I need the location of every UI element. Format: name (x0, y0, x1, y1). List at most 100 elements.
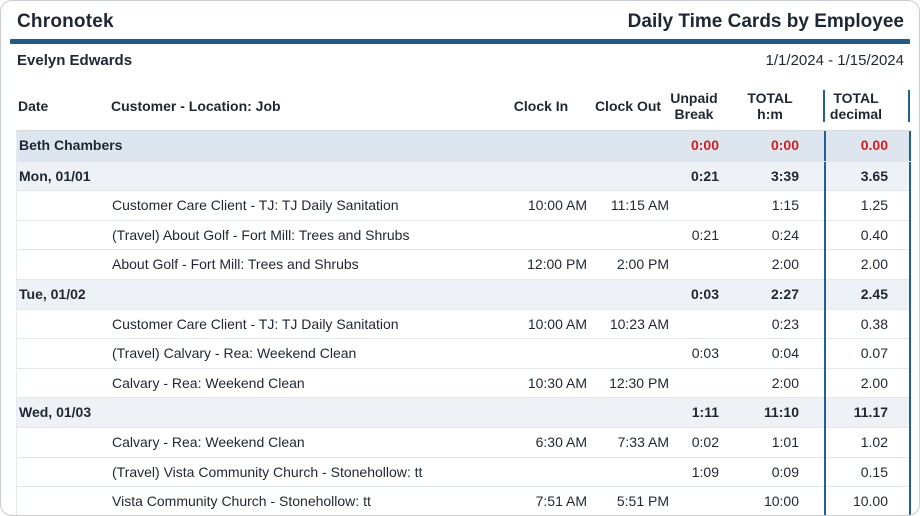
cell-total-decimal: 2.00 (824, 368, 911, 399)
cell-clock-in: 12:00 PM (527, 256, 587, 273)
column-header-clock-in: Clock In (513, 97, 569, 114)
cell-customer-location-job: Vista Community Church - Stonehollow: tt (112, 493, 371, 510)
cell-total-decimal: 0.15 (824, 457, 911, 488)
cell-clock-out (589, 398, 671, 428)
cell-customer-location-job: Calvary - Rea: Weekend Clean (112, 433, 305, 450)
cell-clock-out (589, 131, 671, 161)
table-row-employee: Beth Chambers 0:00 0:00 0.00 (17, 131, 911, 161)
cell-unpaid-break (671, 487, 743, 515)
cell-unpaid-break: 0:03 (691, 345, 719, 362)
cell-customer-location-job: Calvary - Rea: Weekend Clean (112, 374, 305, 391)
cell-total-decimal: 2.00 (824, 250, 911, 280)
cell-total-hm: 10:00 (763, 493, 799, 510)
report-subheader: Evelyn Edwards 1/1/2024 - 1/15/2024 (1, 44, 919, 69)
cell-customer-location-job (112, 280, 497, 310)
cell-total-hm: 0:09 (771, 463, 799, 480)
column-header-date: Date (18, 97, 49, 114)
cell-total-decimal: 3.65 (824, 161, 911, 192)
table-row-detail: (Travel) Vista Community Church - Stoneh… (17, 456, 911, 488)
cell-clock-in: 6:30 AM (535, 433, 587, 450)
column-header-unpaid-break: Unpaid Break (670, 89, 718, 122)
cell-total-hm: 0:04 (771, 345, 799, 362)
cell-total-hm: 3:39 (770, 167, 799, 184)
cell-total-decimal: 10.00 (824, 487, 911, 515)
cell-clock-in (497, 280, 589, 310)
cell-unpaid-break: 0:03 (690, 285, 719, 302)
cell-date: Mon, 01/01 (19, 167, 91, 184)
cell-clock-out (589, 162, 671, 192)
column-header-total-hm: TOTAL h:m (747, 89, 793, 122)
cell-total-decimal: 0.07 (824, 339, 911, 369)
cell-unpaid-break (671, 369, 743, 399)
table-row-day: Mon, 01/01 0:21 3:39 3.65 (17, 160, 911, 192)
cell-unpaid-break (671, 310, 743, 340)
table-header: Date Customer - Location: Job Clock In C… (16, 69, 910, 131)
cell-total-decimal: 0.38 (824, 309, 911, 340)
cell-unpaid-break: 0:21 (691, 226, 719, 243)
cell-total-decimal: 1.25 (824, 191, 911, 221)
cell-clock-out (589, 339, 671, 369)
cell-date (17, 310, 112, 340)
cell-unpaid-break: 1:09 (691, 463, 719, 480)
cell-total-hm: 2:27 (770, 285, 799, 302)
table-row-detail: Calvary - Rea: Weekend Clean 10:30 AM 12:3… (17, 367, 911, 399)
cell-clock-out (589, 280, 671, 310)
table-row-detail: Vista Community Church - Stonehollow: tt… (17, 486, 911, 515)
cell-clock-in (497, 221, 589, 251)
table-row-detail: About Golf - Fort Mill: Trees and Shrubs… (17, 249, 911, 280)
column-header-customer-location-job: Customer - Location: Job (111, 97, 281, 114)
cell-clock-in (497, 339, 589, 369)
cell-customer-location-job (112, 131, 497, 161)
cell-date (17, 428, 112, 458)
table-row-detail: Customer Care Client - TJ: TJ Daily Sani… (17, 190, 911, 221)
cell-clock-in: 10:00 AM (527, 315, 587, 332)
cell-total-hm: 0:00 (770, 137, 799, 153)
cell-clock-out: 5:51 PM (616, 493, 669, 510)
cell-unpaid-break: 0:02 (691, 433, 719, 450)
cell-clock-out: 7:33 AM (617, 433, 669, 450)
cell-clock-in: 7:51 AM (535, 493, 587, 510)
cell-clock-out: 10:23 AM (609, 315, 669, 332)
cell-total-hm: 2:00 (771, 256, 799, 273)
cell-total-hm: 1:15 (771, 197, 799, 214)
cell-date (17, 458, 112, 488)
cell-unpaid-break: 0:21 (690, 167, 719, 184)
column-header-total-decimal: TOTAL decimal (823, 89, 910, 123)
cell-date (17, 250, 112, 280)
cell-date: Beth Chambers (19, 137, 123, 153)
cell-total-hm: 2:00 (771, 374, 799, 391)
cell-date (17, 191, 112, 221)
cell-total-hm: 0:24 (771, 226, 799, 243)
table-row-detail: (Travel) Calvary - Rea: Weekend Clean 0:0… (17, 338, 911, 369)
cell-clock-out (589, 458, 671, 488)
table-row-detail: Customer Care Client - TJ: TJ Daily Sani… (17, 308, 911, 340)
cell-total-decimal: 11.17 (824, 398, 911, 428)
cell-date: Tue, 01/02 (19, 285, 86, 302)
cell-unpaid-break (671, 250, 743, 280)
report-header: Chronotek Daily Time Cards by Employee (1, 1, 919, 39)
cell-date: Wed, 01/03 (19, 404, 92, 421)
table-header-row: Date Customer - Location: Job Clock In C… (16, 82, 910, 131)
table-row-detail: (Travel) About Golf - Fort Mill: Trees a… (17, 219, 911, 251)
report-date-range: 1/1/2024 - 1/15/2024 (765, 52, 904, 69)
report-title: Daily Time Cards by Employee (627, 11, 904, 32)
cell-total-hm: 11:10 (763, 404, 799, 421)
cell-customer-location-job: (Travel) Calvary - Rea: Weekend Clean (112, 345, 357, 362)
table-row-day: Wed, 01/03 1:11 11:10 11.17 (17, 397, 911, 428)
cell-customer-location-job (112, 162, 497, 192)
cell-clock-in: 10:00 AM (527, 197, 587, 214)
cell-clock-out (589, 221, 671, 251)
cell-clock-out: 12:30 PM (609, 374, 669, 391)
cell-total-hm: 0:23 (771, 315, 799, 332)
cell-clock-in (497, 131, 589, 161)
cell-clock-in (497, 458, 589, 488)
cell-unpaid-break: 1:11 (691, 404, 719, 421)
cell-customer-location-job: About Golf - Fort Mill: Trees and Shrubs (112, 256, 359, 273)
cell-clock-out: 2:00 PM (616, 256, 669, 273)
table-row-detail: Calvary - Rea: Weekend Clean 6:30 AM 7:33 … (17, 426, 911, 458)
cell-customer-location-job: (Travel) About Golf - Fort Mill: Trees a… (112, 226, 410, 243)
brand-logo: Chronotek (17, 11, 114, 32)
employee-name: Evelyn Edwards (17, 52, 133, 69)
cell-total-decimal: 0.00 (824, 131, 911, 161)
cell-date (17, 369, 112, 399)
